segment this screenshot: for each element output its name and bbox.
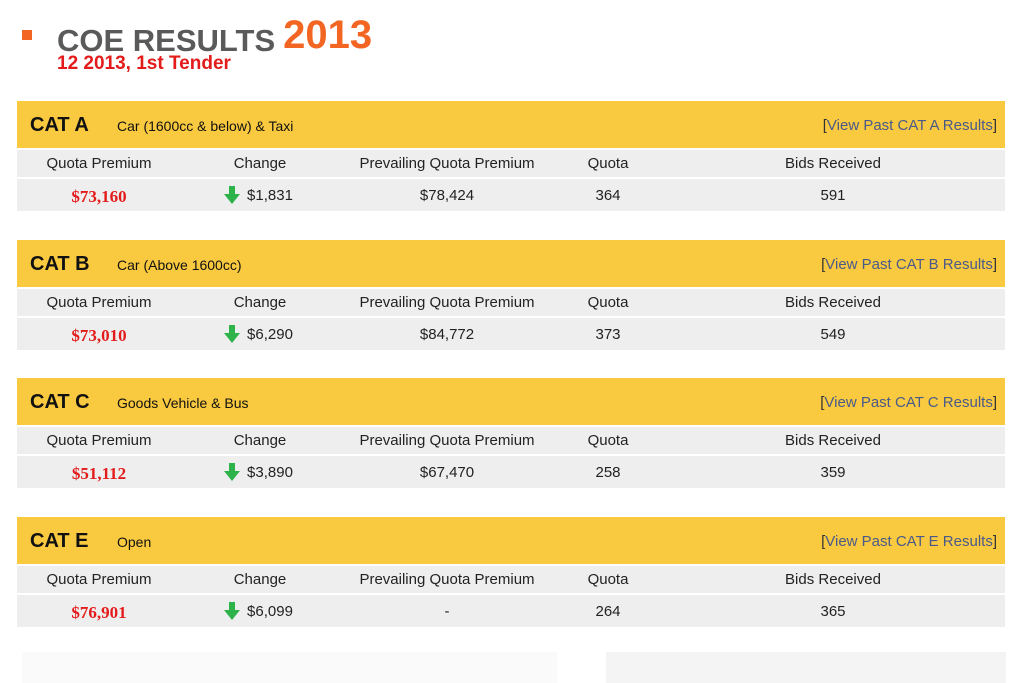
column-header: Quota Premium bbox=[46, 293, 152, 311]
category-description: Goods Vehicle & Bus bbox=[117, 395, 249, 411]
value-row: $73,010 $6,290 $84,772 373 549 bbox=[17, 317, 1005, 350]
category-header: CAT A Car (1600cc & below) & Taxi [View Pa… bbox=[17, 101, 1005, 148]
link-text[interactable]: View Past CAT A Results bbox=[826, 117, 993, 134]
category-header: CAT C Goods Vehicle & Bus [View Past CAT C… bbox=[17, 378, 1005, 425]
past-results-link[interactable]: [View Past CAT B Results] bbox=[821, 256, 997, 273]
column-header: Quota bbox=[587, 570, 629, 588]
value-cell: - bbox=[444, 602, 450, 620]
bracket: ] bbox=[992, 255, 997, 273]
past-results-link[interactable]: [View Past CAT E Results] bbox=[821, 533, 997, 550]
column-header-row: Quota Premium Change Prevailing Quota Prem… bbox=[17, 150, 1005, 177]
bracket: ] bbox=[992, 532, 997, 550]
value-cell: 365 bbox=[820, 602, 846, 620]
column-header: Quota bbox=[587, 432, 629, 449]
value-cell: $78,424 bbox=[419, 187, 475, 204]
category-section: CAT A Car (1600cc & below) & Taxi [View Pa… bbox=[17, 101, 1005, 213]
column-header: Prevailing Quota Premium bbox=[359, 155, 535, 172]
quota-premium: $51,112 bbox=[71, 464, 127, 483]
category-section: CAT E Open [View Past CAT E Results] Quota … bbox=[17, 516, 1005, 629]
link-text[interactable]: View Past CAT B Results bbox=[825, 255, 993, 273]
column-header: Change bbox=[233, 155, 287, 172]
category-code: CAT B bbox=[30, 252, 90, 275]
column-header-row: Quota Premium Change Prevailing Quota Prem… bbox=[17, 288, 1005, 316]
down-arrow bbox=[224, 186, 240, 209]
faded-box bbox=[606, 652, 1006, 683]
column-header: Quota Premium bbox=[46, 432, 152, 449]
column-header-row: Quota Premium Change Prevailing Quota Prem… bbox=[17, 565, 1005, 593]
down-arrow bbox=[224, 324, 240, 348]
category-header: CAT E Open [View Past CAT E Results] bbox=[17, 516, 1005, 564]
column-header: Change bbox=[233, 570, 287, 588]
column-header: Change bbox=[233, 432, 287, 449]
past-results-link[interactable]: [View Past CAT C Results] bbox=[820, 394, 997, 411]
column-header-row: Quota Premium Change Prevailing Quota Prem… bbox=[17, 427, 1005, 454]
column-header: Prevailing Quota Premium bbox=[359, 293, 535, 311]
category-header: CAT B Car (Above 1600cc) [View Past CAT B … bbox=[17, 239, 1005, 287]
category-code: CAT C bbox=[30, 391, 90, 413]
quota-premium: $73,160 bbox=[71, 187, 127, 206]
past-results-link[interactable]: [View Past CAT A Results] bbox=[823, 117, 997, 134]
bracket: ] bbox=[992, 394, 997, 411]
value-row: $51,112 $3,890 $67,470 258 359 bbox=[17, 456, 1005, 488]
bracket: ] bbox=[992, 117, 997, 134]
column-header: Prevailing Quota Premium bbox=[359, 432, 535, 449]
quota-premium: $73,010 bbox=[71, 325, 127, 345]
value-cell: 258 bbox=[595, 464, 621, 481]
title: COE RESULTS 2013 bbox=[57, 13, 373, 61]
value-cell: $6,099 bbox=[247, 602, 293, 620]
down-arrow bbox=[224, 463, 240, 486]
column-header: Prevailing Quota Premium bbox=[359, 570, 535, 588]
category-code: CAT A bbox=[30, 114, 89, 136]
category-description: Car (Above 1600cc) bbox=[117, 256, 242, 273]
category-section: CAT C Goods Vehicle & Bus [View Past CAT C… bbox=[17, 378, 1005, 490]
column-header: Bids Received bbox=[785, 155, 881, 172]
value-cell: $84,772 bbox=[419, 325, 475, 343]
title-text: COE RESULTS bbox=[57, 23, 276, 58]
column-header: Bids Received bbox=[785, 570, 881, 588]
value-cell: 359 bbox=[820, 464, 846, 481]
value-cell: 591 bbox=[820, 187, 846, 204]
column-header: Bids Received bbox=[785, 293, 881, 311]
column-header: Quota bbox=[587, 155, 629, 172]
category-description: Car (1600cc & below) & Taxi bbox=[117, 118, 294, 134]
bracket: [ bbox=[822, 117, 827, 134]
value-cell: 264 bbox=[595, 602, 621, 620]
bracket: [ bbox=[821, 255, 826, 273]
faded-box bbox=[22, 652, 557, 683]
column-header: Bids Received bbox=[785, 432, 881, 449]
column-header: Quota Premium bbox=[46, 155, 152, 172]
value-cell: $6,290 bbox=[247, 325, 293, 343]
value-row: $73,160 $1,831 $78,424 364 591 bbox=[17, 179, 1005, 211]
subtitle: 12 2013, 1st Tender bbox=[57, 53, 231, 74]
bullet bbox=[22, 30, 32, 40]
bracket: [ bbox=[821, 532, 826, 550]
column-header: Quota bbox=[587, 293, 629, 311]
category-description: Open bbox=[117, 533, 152, 550]
value-cell: $3,890 bbox=[247, 464, 293, 481]
quota-premium: $76,901 bbox=[71, 602, 127, 622]
link-text[interactable]: View Past CAT C Results bbox=[824, 394, 993, 411]
category-section: CAT B Car (Above 1600cc) [View Past CAT B … bbox=[17, 239, 1005, 352]
column-header: Change bbox=[233, 293, 287, 311]
value-cell: 549 bbox=[820, 325, 846, 343]
title-year: 2013 bbox=[283, 13, 373, 57]
category-code: CAT E bbox=[30, 529, 89, 552]
column-header: Quota Premium bbox=[46, 570, 152, 588]
down-arrow bbox=[224, 601, 240, 625]
link-text[interactable]: View Past CAT E Results bbox=[825, 532, 993, 550]
value-cell: $67,470 bbox=[419, 464, 475, 481]
value-cell: 373 bbox=[595, 325, 621, 343]
bracket: [ bbox=[820, 394, 825, 411]
value-cell: 364 bbox=[595, 187, 621, 204]
value-cell: $1,831 bbox=[247, 187, 293, 204]
value-row: $76,901 $6,099 - 264 365 bbox=[17, 594, 1005, 627]
